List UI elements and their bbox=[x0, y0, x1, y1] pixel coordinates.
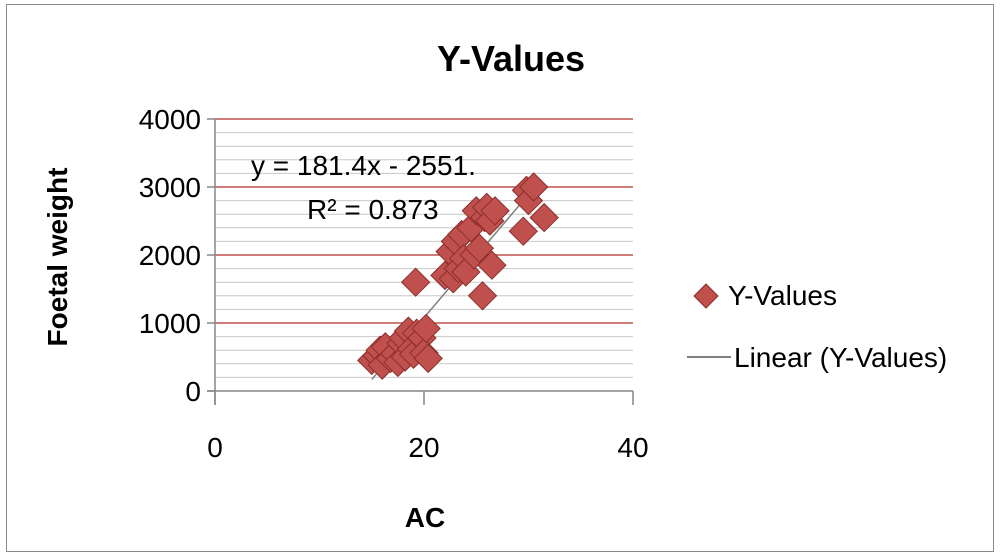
data-point bbox=[411, 313, 441, 344]
data-point bbox=[480, 196, 510, 226]
x-tick-label: 40 bbox=[617, 432, 648, 463]
y-tick-label: 1000 bbox=[139, 308, 201, 339]
legend-marker-diamond bbox=[693, 283, 719, 309]
scatter-chart: Y-Values 0 1000 2000 3000 4000 0 20 40 y = 181.… bbox=[42, 38, 947, 533]
data-point bbox=[467, 281, 498, 311]
legend: Y-Values Linear (Y-Values) bbox=[687, 280, 947, 373]
data-point bbox=[400, 267, 431, 297]
data-point bbox=[413, 343, 443, 374]
x-axis-title: AC bbox=[405, 502, 445, 533]
data-point bbox=[529, 202, 559, 233]
y-tick-label: 2000 bbox=[139, 240, 201, 271]
trendline-equation: y = 181.4x - 2551. bbox=[251, 150, 476, 181]
x-tick-label: 20 bbox=[408, 432, 439, 463]
tick-labels: 0 1000 2000 3000 4000 0 20 40 bbox=[139, 104, 649, 463]
legend-label-linear: Linear (Y-Values) bbox=[734, 342, 947, 373]
axes bbox=[207, 118, 634, 405]
chart-title: Y-Values bbox=[437, 38, 585, 79]
data-point bbox=[464, 233, 495, 263]
data-point bbox=[519, 172, 549, 202]
y-tick-label: 4000 bbox=[139, 104, 201, 135]
y-axis-title: Foetal weight bbox=[42, 168, 73, 347]
data-point bbox=[477, 250, 507, 280]
x-tick-label: 0 bbox=[207, 432, 223, 463]
r-squared-label: R² = 0.873 bbox=[307, 194, 439, 225]
y-tick-label: 0 bbox=[185, 376, 201, 407]
legend-label-y-values: Y-Values bbox=[728, 280, 837, 311]
chart-frame: Y-Values 0 1000 2000 3000 4000 0 20 40 y = 181.… bbox=[6, 4, 994, 552]
y-tick-label: 3000 bbox=[139, 172, 201, 203]
data-points bbox=[357, 172, 559, 380]
data-point bbox=[508, 216, 538, 246]
